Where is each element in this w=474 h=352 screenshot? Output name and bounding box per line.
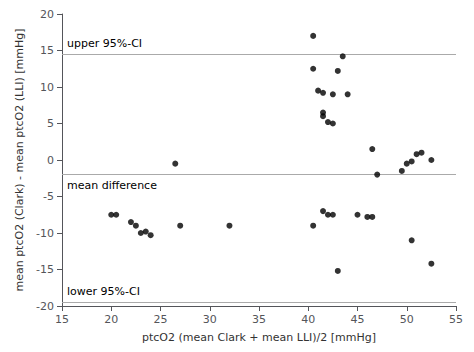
svg-text:15: 15 [40, 44, 54, 57]
svg-text:-20: -20 [36, 300, 54, 313]
svg-text:20: 20 [40, 8, 54, 21]
svg-text:ptcO2 (mean Clark + mean LLI)/: ptcO2 (mean Clark + mean LLI)/2 [mmHg] [142, 331, 376, 344]
svg-text:30: 30 [203, 313, 217, 326]
svg-text:25: 25 [154, 313, 168, 326]
svg-text:lower 95%-CI: lower 95%-CI [67, 285, 140, 298]
svg-text:35: 35 [252, 313, 266, 326]
svg-text:upper 95%-CI: upper 95%-CI [67, 37, 142, 50]
svg-text:-5: -5 [43, 190, 54, 203]
svg-text:mean ptcO2 (Clark) - mean ptcO: mean ptcO2 (Clark) - mean ptcO2 (LLI) [m… [13, 28, 26, 291]
svg-text:55: 55 [449, 313, 463, 326]
svg-text:mean difference: mean difference [67, 179, 157, 192]
svg-text:10: 10 [40, 81, 54, 94]
svg-text:5: 5 [47, 117, 54, 130]
svg-text:40: 40 [301, 313, 315, 326]
svg-text:50: 50 [400, 313, 414, 326]
svg-text:-15: -15 [36, 263, 54, 276]
svg-text:-10: -10 [36, 227, 54, 240]
svg-text:20: 20 [104, 313, 118, 326]
svg-text:45: 45 [351, 313, 365, 326]
svg-text:0: 0 [47, 154, 54, 167]
svg-text:15: 15 [55, 313, 69, 326]
